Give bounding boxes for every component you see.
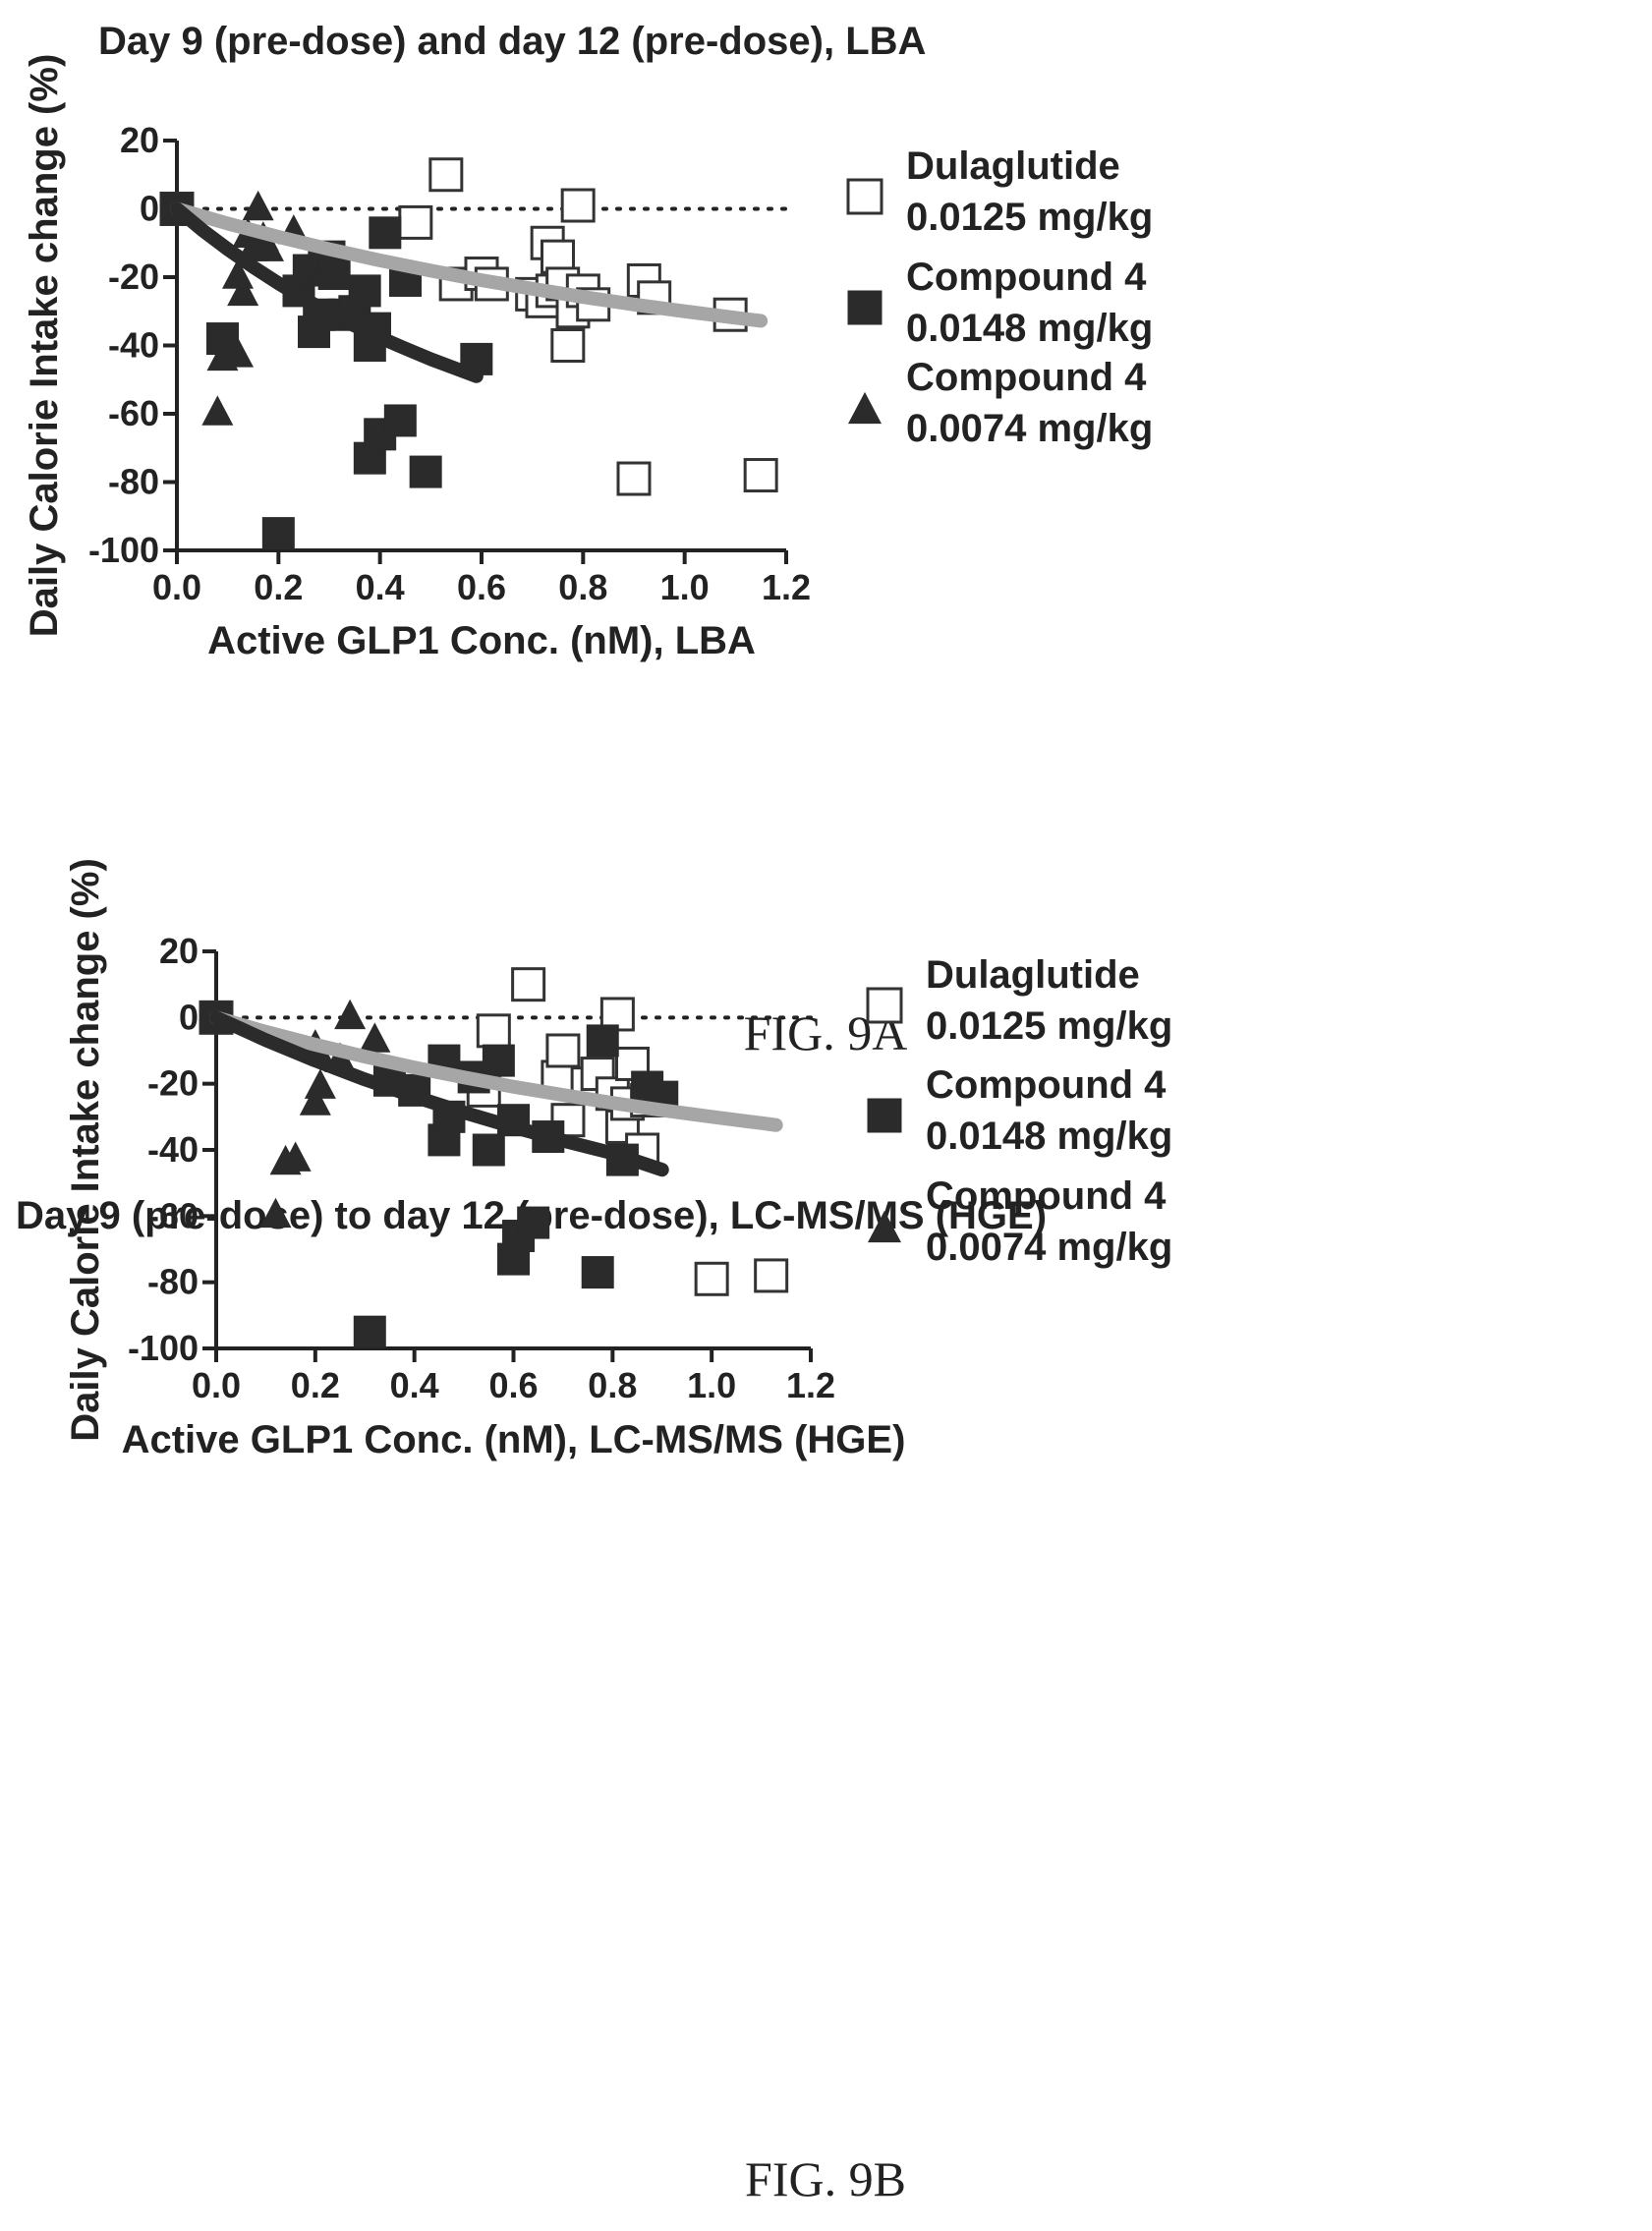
chart-b-xtick-label: 1.2	[786, 1365, 835, 1405]
chart-a-point	[201, 395, 234, 426]
chart-b-ytick-label: -80	[147, 1262, 199, 1302]
chart-b-point	[517, 1206, 550, 1239]
chart-b-legend-label: 0.0125 mg/kg	[926, 1004, 1172, 1048]
chart-a-point	[743, 458, 778, 493]
chart-a-title: Day 9 (pre-dose) and day 12 (pre-dose), …	[98, 20, 927, 63]
chart-b-point	[304, 1068, 336, 1099]
chart-b-legend-marker	[866, 987, 903, 1024]
chart-b-xtick-label: 0.2	[291, 1365, 340, 1405]
chart-a-ytick-label: -40	[108, 325, 159, 366]
chart-a-ytick-label: -100	[88, 530, 159, 570]
chart-a-point	[428, 157, 464, 193]
chart-b-ytick-label: 0	[179, 997, 199, 1037]
chart-b-legend-label: 0.0074 mg/kg	[926, 1226, 1172, 1269]
chart-a-xtick-label: 0.4	[356, 567, 405, 607]
chart-b-point	[581, 1256, 614, 1289]
chart-b-xtick-label: 0.4	[390, 1365, 439, 1405]
chart-a-point	[348, 274, 381, 308]
chart-a-point	[550, 328, 586, 363]
chart-a-point	[383, 404, 417, 437]
chart-a-legend-label: 0.0074 mg/kg	[906, 407, 1153, 450]
chart-b-point	[511, 967, 546, 1002]
chart-a-xtick-label: 1.2	[762, 567, 811, 607]
chart-a-legend-label: Dulaglutide	[906, 144, 1120, 188]
chart-b-ytick-label: -40	[147, 1129, 199, 1170]
chart-b-xtick-label: 0.0	[192, 1365, 241, 1405]
chart-b-ytick-label: -20	[147, 1063, 199, 1104]
chart-a-legend-label: 0.0148 mg/kg	[906, 307, 1153, 350]
chart-a-legend-label: 0.0125 mg/kg	[906, 196, 1153, 239]
chart-a-legend-label: Compound 4	[906, 256, 1147, 299]
chart-a-point	[317, 257, 351, 291]
chart-a-fit-line-0	[170, 201, 769, 328]
chart-a-legend-marker	[847, 290, 883, 325]
chart-a-point	[253, 231, 284, 261]
chart-a-xtick-label: 0.2	[254, 567, 303, 607]
chart-a-point	[261, 517, 295, 550]
chart-b-point	[334, 999, 367, 1030]
chart-a-xtick-label: 1.0	[660, 567, 710, 607]
chart-b-ytick-label: -100	[128, 1328, 199, 1368]
chart-b-point	[279, 1141, 312, 1172]
chart-b-point	[694, 1261, 729, 1296]
chart-a-point	[222, 337, 254, 368]
chart-a-x-axis-label: Active GLP1 Conc. (nM), LBA	[207, 619, 756, 662]
chart-b-point	[259, 1197, 292, 1229]
chart-b-caption: FIG. 9B	[745, 2151, 906, 2206]
chart-a-fit-line-1	[170, 201, 484, 383]
chart-a-point	[409, 455, 442, 488]
chart-b-x-axis-label: Active GLP1 Conc. (nM), LC-MS/MS (HGE)	[122, 1418, 906, 1461]
chart-b-legend-label: Compound 4	[926, 1063, 1167, 1107]
chart-b-xtick-label: 1.0	[687, 1365, 736, 1405]
chart-a-ytick-label: 0	[140, 189, 159, 229]
chart-b-fit-line-0	[209, 1010, 783, 1132]
chart-a-xtick-label: 0.6	[457, 567, 506, 607]
chart-b-y-axis-label: Daily Calorie Intake change (%)	[64, 858, 107, 1442]
chart-a-point	[560, 188, 596, 223]
chart-a-ytick-label: -20	[108, 257, 159, 297]
chart-b-point	[476, 1013, 511, 1049]
chart-a-point	[616, 461, 652, 496]
chart-b-ytick-label: 20	[159, 931, 199, 971]
chart-a-xtick-label: 0.0	[152, 567, 201, 607]
chart-b-fit-line-1	[209, 1010, 669, 1177]
chart-a-ytick-label: 20	[120, 120, 159, 160]
chart-b-point	[359, 1022, 391, 1053]
chart-b-xtick-label: 0.8	[588, 1365, 637, 1405]
chart-b-xtick-label: 0.6	[488, 1365, 538, 1405]
chart-b-point	[545, 1033, 581, 1068]
chart-b-legend-label: Dulaglutide	[926, 953, 1140, 997]
chart-a-point	[369, 216, 402, 250]
chart-b-legend-label: 0.0148 mg/kg	[926, 1115, 1172, 1158]
chart-a-point	[242, 190, 274, 221]
chart-a-legend-label: Compound 4	[906, 356, 1147, 399]
chart-a-xtick-label: 0.8	[558, 567, 607, 607]
chart-a-point	[227, 275, 259, 307]
chart-a-ytick-label: -80	[108, 462, 159, 502]
chart-b-point	[482, 1044, 515, 1077]
chart-b-legend-marker	[867, 1098, 902, 1133]
chart-b-ytick-label: -60	[147, 1195, 199, 1235]
chart-b-point	[472, 1133, 505, 1167]
chart-b-legend-label: Compound 4	[926, 1174, 1167, 1218]
chart-b-point	[353, 1315, 386, 1348]
chart-b-point	[299, 1085, 331, 1116]
chart-a-legend-marker	[846, 178, 883, 215]
chart-a-y-axis-label: Daily Calorie Intake change (%)	[23, 54, 66, 638]
chart-b-point	[586, 1024, 619, 1058]
chart-a-legend-marker	[848, 391, 882, 425]
chart-b-legend-marker	[868, 1210, 901, 1243]
chart-b-series-1	[199, 1001, 679, 1348]
chart-a-ytick-label: -60	[108, 393, 159, 433]
chart-b-point	[754, 1258, 789, 1293]
